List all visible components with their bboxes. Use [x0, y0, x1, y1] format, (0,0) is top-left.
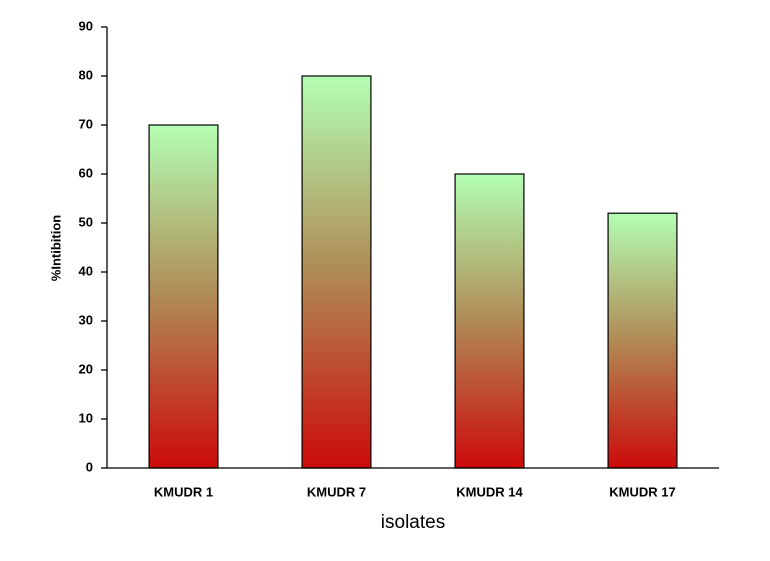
y-tick-label: 0: [86, 459, 93, 474]
bar: [454, 173, 525, 469]
bar: [301, 75, 372, 469]
y-tick-label: 20: [79, 361, 93, 376]
y-tick-label: 40: [79, 263, 93, 278]
y-tick-label: 90: [79, 18, 93, 33]
y-tick-label: 30: [79, 312, 93, 327]
y-tick-label: 50: [79, 214, 93, 229]
y-axis-label: %Intibition: [48, 215, 63, 281]
x-axis-label: isolates: [381, 512, 445, 533]
x-tick-label: KMUDR 1: [154, 484, 213, 499]
bar: [148, 124, 219, 469]
y-tick-label: 10: [79, 410, 93, 425]
x-tick-label: KMUDR 17: [609, 484, 675, 499]
bar: [607, 212, 678, 469]
x-tick-label: KMUDR 14: [456, 484, 523, 499]
y-tick-label: 70: [79, 116, 93, 131]
x-tick-label: KMUDR 7: [307, 484, 366, 499]
y-tick-label: 60: [79, 165, 93, 180]
y-tick-label: 80: [79, 67, 93, 82]
